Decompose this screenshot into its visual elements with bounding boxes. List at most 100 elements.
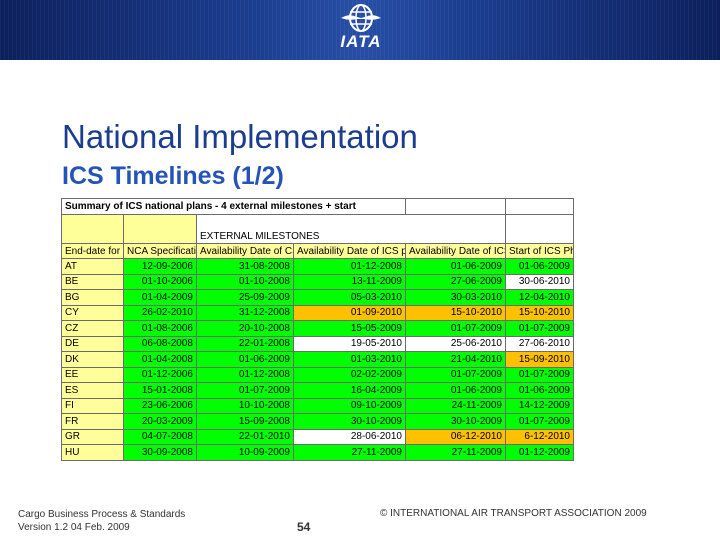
table-row: DE 06-08-2008 22-01-2008 19-05-2010 25-06-20… [61, 335, 574, 352]
country-code: FR [61, 413, 124, 430]
table-row: EE 01-12-2006 01-12-2008 02-02-2009 01-07-20… [61, 366, 574, 383]
table-row: BE 01-10-2006 01-10-2008 13-11-2009 27-06-20… [61, 273, 574, 290]
date-cell: 25-09-2009 [196, 289, 294, 306]
date-cell: 12-09-2006 [123, 258, 197, 275]
table-row: ES 15-01-2008 01-07-2009 16-04-2009 01-06-20… [61, 382, 574, 399]
country-code: DK [61, 351, 124, 368]
column-header: NCA Specifications Completed [123, 242, 197, 259]
date-cell: 16-04-2009 [293, 382, 406, 399]
logo-text: IATA [340, 32, 382, 51]
summary-blank [405, 198, 506, 215]
country-code: AT [61, 258, 124, 275]
iata-logo: IATA [326, 2, 396, 58]
date-cell: 01-07-2009 [505, 366, 574, 383]
date-cell: 19-05-2010 [293, 335, 406, 352]
blank-cell [61, 213, 124, 244]
country-code: GR [61, 428, 124, 445]
date-cell: 01-07-2009 [405, 366, 506, 383]
external-milestones-label: EXTERNAL MILESTONES [196, 213, 506, 244]
footer-left: Cargo Business Process & Standards Versi… [18, 508, 185, 534]
date-cell: 30-10-2009 [293, 413, 406, 430]
globe-icon [341, 4, 381, 32]
date-cell: 14-12-2009 [505, 397, 574, 414]
page-title: National Implementation [62, 118, 418, 155]
blank-cell [505, 213, 574, 244]
date-cell: 12-04-2010 [505, 289, 574, 306]
date-cell: 27-06-2010 [505, 335, 574, 352]
country-code: BG [61, 289, 124, 306]
table-row: DK 01-04-2008 01-06-2009 01-03-2010 21-04-20… [61, 351, 574, 368]
date-cell: 22-01-2010 [196, 428, 294, 445]
date-cell: 22-01-2008 [196, 335, 294, 352]
date-cell: 01-06-2009 [505, 258, 574, 275]
date-cell: 27-11-2009 [293, 444, 406, 461]
table-row: FR 20-03-2009 15-09-2008 30-10-2009 30-10-20… [61, 413, 574, 430]
date-cell: 01-10-2006 [123, 273, 197, 290]
country-code: ES [61, 382, 124, 399]
date-cell: 25-06-2010 [405, 335, 506, 352]
date-cell: 05-03-2010 [293, 289, 406, 306]
copyright-notice: © INTERNATIONAL AIR TRANSPORT ASSOCIATIO… [380, 508, 647, 519]
footer-line-2: Version 1.2 04 Feb. 2009 [18, 522, 130, 533]
date-cell: 01-03-2010 [293, 351, 406, 368]
country-code: BE [61, 273, 124, 290]
external-row: EXTERNAL MILESTONES [61, 213, 574, 244]
date-cell: 01-07-2009 [405, 320, 506, 337]
date-cell: 28-06-2010 [293, 428, 406, 445]
header-row: End-date for NCA Specifications Complete… [61, 242, 574, 259]
table-row: HU 30-09-2008 10-09-2009 27-11-2009 27-11-20… [61, 444, 574, 461]
date-cell: 01-12-2009 [505, 444, 574, 461]
page-number: 54 [297, 520, 311, 534]
date-cell: 04-07-2008 [123, 428, 197, 445]
column-header: End-date for [61, 242, 124, 259]
date-cell: 15-10-2010 [405, 304, 506, 321]
date-cell: 01-07-2009 [196, 382, 294, 399]
date-cell: 13-11-2009 [293, 273, 406, 290]
date-cell: 27-06-2009 [405, 273, 506, 290]
table-row: BG 01-04-2009 25-09-2009 05-03-2010 30-03-20… [61, 289, 574, 306]
summary-row: Summary of ICS national plans - 4 extern… [61, 198, 574, 215]
date-cell: 15-01-2008 [123, 382, 197, 399]
date-cell: 06-08-2008 [123, 335, 197, 352]
date-cell: 01-04-2009 [123, 289, 197, 306]
blank-cell [123, 213, 197, 244]
country-code: FI [61, 397, 124, 414]
table-row: FI 23-06-2006 10-10-2008 09-10-2009 24-11-20… [61, 397, 574, 414]
column-header: Availability Date of ICS phase-1 aligned… [405, 242, 506, 259]
footer-line-1: Cargo Business Process & Standards [18, 509, 186, 520]
date-cell: 15-09-2008 [196, 413, 294, 430]
summary-title: Summary of ICS national plans - 4 extern… [61, 198, 406, 215]
date-cell: 31-12-2008 [196, 304, 294, 321]
page-subtitle: ICS Timelines (1/2) [62, 162, 284, 190]
date-cell: 10-10-2008 [196, 397, 294, 414]
date-cell: 23-06-2006 [123, 397, 197, 414]
date-cell: 30-10-2009 [405, 413, 506, 430]
date-cell: 01-06-2009 [196, 351, 294, 368]
date-cell: 09-10-2009 [293, 397, 406, 414]
date-cell: 01-10-2008 [196, 273, 294, 290]
summary-blank [505, 198, 574, 215]
table-row: AT 12-09-2006 31-08-2008 01-12-2008 01-06-20… [61, 258, 574, 275]
column-header: Availability Date of ICS phase-1 Test En… [293, 242, 406, 259]
date-cell: 30-09-2008 [123, 444, 197, 461]
table-row: CZ 01-08-2006 20-10-2008 15-05-2009 01-07-20… [61, 320, 574, 337]
column-header: Availability Date of CS phase-1 Specific… [196, 242, 294, 259]
date-cell: 31-08-2008 [196, 258, 294, 275]
column-header: Start of ICS Ph1 - operation [505, 242, 574, 259]
date-cell: 01-06-2009 [405, 258, 506, 275]
date-cell: 6-12-2010 [505, 428, 574, 445]
date-cell: 15-10-2010 [505, 304, 574, 321]
date-cell: 15-09-2010 [505, 351, 574, 368]
date-cell: 15-05-2009 [293, 320, 406, 337]
date-cell: 10-09-2009 [196, 444, 294, 461]
date-cell: 20-10-2008 [196, 320, 294, 337]
date-cell: 20-03-2009 [123, 413, 197, 430]
header-banner: IATA [0, 0, 720, 60]
date-cell: 01-06-2009 [505, 382, 574, 399]
date-cell: 01-08-2006 [123, 320, 197, 337]
date-cell: 01-12-2006 [123, 366, 197, 383]
country-code: CY [61, 304, 124, 321]
country-code: DE [61, 335, 124, 352]
country-code: CZ [61, 320, 124, 337]
date-cell: 01-09-2010 [293, 304, 406, 321]
